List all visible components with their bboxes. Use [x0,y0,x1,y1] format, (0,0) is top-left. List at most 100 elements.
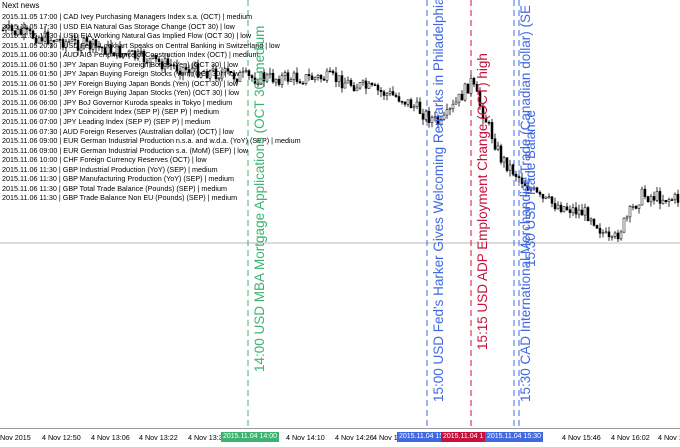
candle-body [190,68,194,73]
candle-body [610,236,614,238]
candle-body [151,54,155,59]
candle-body [304,74,308,84]
candle-body [502,157,506,163]
candle-body [403,101,407,105]
news-item: 2015.11.06 11:30 | GBP Manufacturing Pro… [2,174,234,184]
candle-body [523,183,527,187]
candle-body [334,72,338,83]
candle-body [343,82,347,89]
candle-body [448,108,452,110]
candle-body [349,79,353,86]
candle-body [619,231,623,240]
candle-body [148,58,152,63]
candle-body [517,176,521,179]
candle-body [598,227,602,234]
candle-body [625,216,629,219]
candle-body [37,37,41,44]
candle-body [325,70,329,81]
candle-body [364,80,368,89]
news-item: 2015.11.05 17:30 | USD EIA Working Natur… [2,31,252,41]
candle-body [205,71,209,79]
candle-body [322,78,326,81]
candle-body [223,68,227,73]
news-panel-header: Next news [2,1,40,10]
news-item: 2015.11.06 10:00 | CHF Foreign Currency … [2,155,207,165]
candle-body [268,72,272,76]
candle-body [142,50,146,63]
candle-body [658,191,662,204]
candle-body [43,31,47,42]
candle-body [178,70,182,75]
candle-body [409,99,413,109]
candle-body [115,45,119,57]
candle-body [355,87,359,92]
candle-body [211,68,215,71]
candle-body [583,207,587,216]
news-item: 2015.11.06 01:50 | JPY Foreign Buying Ja… [2,88,240,98]
candle-body [196,63,200,78]
candle-body [580,209,584,216]
candle-body [508,164,512,171]
candle-body [571,207,575,214]
candle-body [229,70,233,73]
candle-body [595,225,599,229]
time-axis-tick: 4 Nov 1 [658,433,680,442]
candle-body [433,116,437,118]
candle-body [79,47,83,51]
news-item: 2015.11.05 17:00 | CAD Ivey Purchasing M… [2,12,253,21]
candle-body [76,39,80,51]
news-item: 2015.11.06 01:50 | JPY Japan Buying Fore… [2,59,239,69]
candle-body [427,110,431,123]
candle-body [622,217,626,233]
candle-body [673,193,677,201]
candle-body [646,196,650,203]
candle-body [640,188,644,206]
candle-body [568,209,572,213]
news-item: 2015.11.06 09:00 | EUR German Industrial… [2,145,249,155]
candle-body [136,51,140,59]
candle-body [208,70,212,79]
candle-body [472,77,476,85]
candle-body [358,82,362,89]
candle-body [55,39,59,42]
candle-body [457,93,461,103]
candle-body [166,58,170,65]
candle-body [424,110,428,120]
candle-body [484,118,488,123]
candle-body [157,58,161,62]
candle-body [670,199,674,201]
event-time-tag: 2015.11.04 14:00 [221,432,279,442]
candle-body [58,39,62,41]
candle-body [406,99,410,105]
news-item: 2015.11.06 11:30 | GBP Total Trade Balan… [2,183,227,193]
candle-body [217,77,221,80]
candle-body [454,101,458,105]
candle-body [562,206,566,213]
candle-body [277,78,281,85]
time-axis-tick: 4 Nov 13:06 [91,433,130,442]
time-axis-tick: 4 Nov 13:38 [188,433,227,442]
candle-body [34,37,38,44]
news-item: 2015.11.06 06:00 | JPY BoJ Governor Kuro… [2,97,233,107]
candle-body [538,191,542,195]
candle-body [103,47,107,55]
candle-body [397,96,401,102]
candle-body [664,199,668,202]
candle-body [25,27,29,30]
candle-body [604,231,608,234]
candle-body [28,29,32,32]
candle-body [589,218,593,222]
candle-body [253,77,257,84]
candle-body [667,199,671,202]
candle-body [442,114,446,120]
candle-body [388,91,392,94]
price-chart-canvas[interactable] [0,0,680,428]
candle-body [4,27,8,31]
candle-body [481,105,485,119]
candle-body [184,67,188,70]
candle-body [544,196,548,199]
candle-body [127,50,131,55]
candle-body [637,204,641,209]
candle-body [91,39,95,50]
